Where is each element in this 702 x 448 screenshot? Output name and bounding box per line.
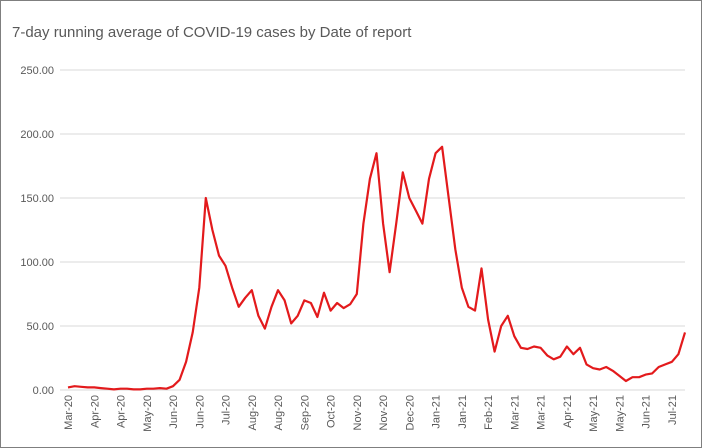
x-tick-label: Jan-21 — [431, 395, 443, 429]
x-tick-label: Jun-20 — [168, 395, 180, 429]
y-tick-label: 50.00 — [26, 321, 54, 333]
x-tick-label: Mar-21 — [509, 395, 521, 430]
x-tick-label: May-21 — [614, 395, 626, 432]
x-tick-label: Jul-20 — [221, 395, 233, 425]
x-tick-label: Sep-20 — [299, 395, 311, 430]
x-tick-label: Apr-21 — [562, 395, 574, 428]
x-tick-label: Jan-21 — [457, 395, 469, 429]
x-tick-label: Jun-20 — [194, 395, 206, 429]
y-tick-label: 200.00 — [20, 129, 54, 141]
x-tick-label: Feb-21 — [483, 395, 495, 430]
chart-title: 7-day running average of COVID-19 cases … — [12, 24, 412, 41]
x-tick-label: Dec-20 — [404, 395, 416, 430]
x-tick-label: Aug-20 — [273, 395, 285, 430]
x-tick-label: Mar-21 — [536, 395, 548, 430]
x-tick-label: Nov-20 — [378, 395, 390, 430]
x-tick-label: Aug-20 — [247, 395, 259, 430]
x-tick-label: Jul-21 — [667, 395, 679, 425]
x-tick-label: May-20 — [142, 395, 154, 432]
x-tick-label: Apr-20 — [89, 395, 101, 428]
x-tick-label: Apr-20 — [116, 395, 128, 428]
x-tick-label: Jun-21 — [641, 395, 653, 429]
x-tick-label: May-21 — [588, 395, 600, 432]
x-tick-label: Oct-20 — [326, 395, 338, 428]
data-line — [67, 145, 687, 391]
y-tick-label: 250.00 — [20, 65, 54, 77]
y-tick-label: 150.00 — [20, 193, 54, 205]
x-tick-label: Nov-20 — [352, 395, 364, 430]
x-tick-label: Mar-20 — [63, 395, 75, 430]
y-tick-label: 100.00 — [20, 257, 54, 269]
y-tick-label: 0.00 — [33, 385, 54, 397]
